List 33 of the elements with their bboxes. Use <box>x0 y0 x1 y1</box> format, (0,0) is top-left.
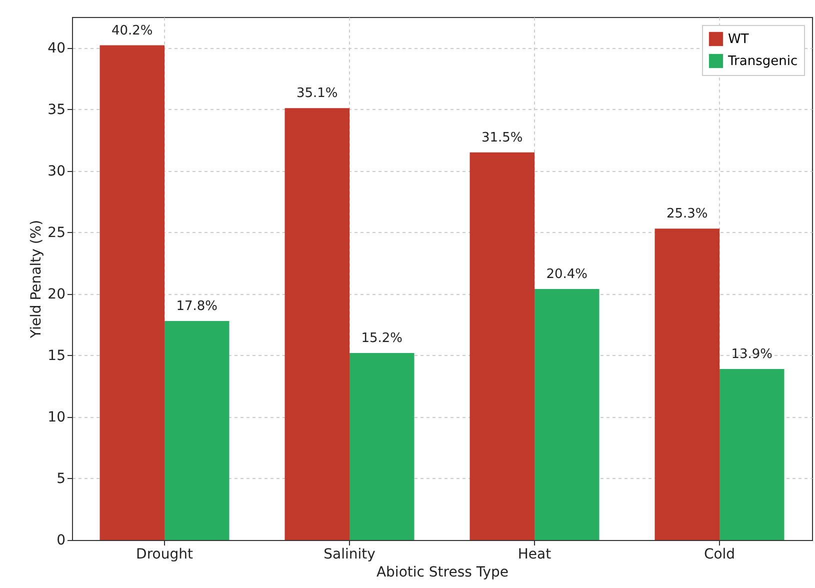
bar <box>534 288 600 540</box>
x-tick-label: Heat <box>518 546 552 562</box>
y-tick-label: 35 <box>48 102 66 118</box>
bar <box>470 152 534 540</box>
bar <box>164 320 230 540</box>
y-axis-title: Yield Penalty (%) <box>28 220 45 340</box>
data-label: 31.5% <box>481 130 523 146</box>
y-tick-label: 25 <box>48 224 66 241</box>
bar <box>720 368 784 540</box>
data-label: 25.3% <box>666 206 708 222</box>
data-label: 20.4% <box>546 266 588 282</box>
y-tick-label: 20 <box>48 286 66 302</box>
y-tick-label: 10 <box>48 409 66 426</box>
y-tick-label: 40 <box>48 40 66 56</box>
y-tick-label: 5 <box>56 470 66 487</box>
data-label: 13.9% <box>731 346 773 362</box>
data-label: 40.2% <box>111 23 153 38</box>
data-label: 17.8% <box>176 298 218 314</box>
x-axis-title: Abiotic Stress Type <box>376 564 509 580</box>
x-tick-label: Cold <box>704 546 736 562</box>
legend-label: WT <box>728 32 749 47</box>
x-tick-label: Drought <box>136 546 194 562</box>
bar <box>284 108 350 540</box>
bar <box>100 45 164 540</box>
y-tick-label: 30 <box>48 163 66 180</box>
data-label: 15.2% <box>361 330 403 346</box>
bar <box>654 228 720 540</box>
data-label: 35.1% <box>296 86 338 102</box>
y-tick-label: 0 <box>56 532 66 548</box>
y-tick-label: 15 <box>48 348 66 364</box>
bar <box>350 352 414 540</box>
legend-label: Transgenic <box>727 54 798 69</box>
x-tick-label: Salinity <box>324 546 376 562</box>
